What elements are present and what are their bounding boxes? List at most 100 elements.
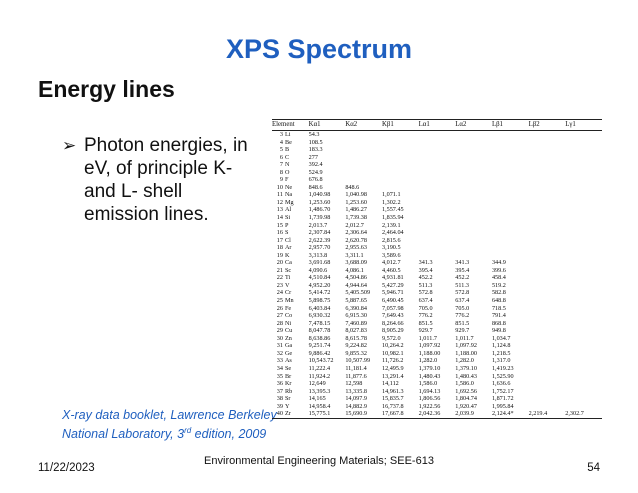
energy-cell — [529, 237, 566, 245]
atomic-number-cell: 4 — [279, 138, 283, 146]
element-symbol-cell: P — [284, 221, 289, 229]
energy-cell — [455, 161, 492, 169]
energy-cell: 1,188.00 — [455, 349, 477, 357]
energy-cell: 1,920.47 — [455, 402, 477, 410]
energy-cell: 1,282.0 — [455, 357, 474, 365]
energy-cell: 848.6 — [308, 183, 323, 191]
energy-cell — [565, 176, 602, 184]
energy-cell — [529, 312, 566, 320]
table-header-row: Element Kα1 Kα2 Kβ1 Lα1 Lα2 Lβ1 Lβ2 Lγ1 — [272, 119, 602, 131]
energy-cell: 4,510.84 — [308, 274, 331, 282]
element-symbol-cell: Cr — [284, 289, 292, 297]
energy-cell: 3,688.09 — [345, 259, 367, 267]
energy-cell — [529, 335, 566, 343]
energy-cell: 277 — [308, 153, 318, 161]
element-symbol-cell: Br — [284, 372, 292, 380]
atomic-number-cell: 24 — [276, 289, 283, 297]
energy-cell — [565, 350, 602, 358]
energy-cell — [565, 191, 602, 199]
energy-cell: 718.5 — [491, 304, 506, 312]
section-heading: Energy lines — [38, 76, 175, 102]
table-row: 30 Zn 8,638.86 8,615.78 9,572.0 1,011.7 1,011.… — [272, 335, 602, 343]
energy-cell: 2,955.63 — [345, 244, 367, 252]
energy-cell: 4,090.6 — [308, 266, 328, 274]
atomic-number-cell: 25 — [276, 297, 283, 305]
energy-cell: 1,302.2 — [381, 198, 401, 206]
energy-cell — [419, 244, 456, 252]
header-element: Element — [272, 119, 309, 131]
energy-cell: 1,557.45 — [381, 206, 404, 214]
energy-cell: 14,165 — [308, 395, 326, 403]
energy-cell: 16,737.8 — [381, 402, 404, 410]
energy-cell — [419, 191, 456, 199]
energy-cell — [529, 357, 566, 365]
energy-cell: 1,486.27 — [345, 206, 367, 214]
energy-cell: 1,739.38 — [345, 214, 367, 222]
energy-cell: 1,480.43 — [455, 372, 477, 380]
energy-cell: 12,649 — [308, 380, 326, 388]
energy-cell — [529, 297, 566, 305]
energy-cell — [529, 131, 566, 139]
energy-cell — [492, 146, 529, 154]
table-row: 21 Sc 4,090.6 4,086.1 4,460.5 395.4 395.4 399.6 — [272, 267, 602, 275]
header-ka2: Kα2 — [345, 119, 382, 131]
atomic-number-cell: 31 — [276, 342, 283, 350]
element-symbol-cell: O — [284, 168, 290, 176]
table-row: 14 Si 1,739.98 1,739.38 1,835.94 — [272, 214, 602, 222]
energy-cell — [565, 305, 602, 313]
energy-cell — [565, 403, 602, 411]
energy-cell — [529, 161, 566, 169]
energy-cell: 1,253.60 — [308, 198, 331, 206]
energy-cell: 6,390.84 — [345, 304, 367, 312]
energy-cell — [419, 131, 456, 139]
energy-cell: 3,313.8 — [308, 251, 328, 259]
energy-cell: 2,464.04 — [381, 229, 404, 237]
energy-cell: 2,957.70 — [308, 244, 331, 252]
source-edition-suffix: rd — [184, 426, 192, 435]
arrow-bullet-icon: ➢ — [62, 136, 77, 155]
energy-cell: 1,752.17 — [491, 387, 514, 395]
element-symbol-cell: Cl — [284, 236, 291, 244]
element-symbol-cell: Zn — [284, 334, 292, 342]
element-symbol-cell: Li — [284, 131, 291, 138]
energy-cell: 13,335.8 — [345, 387, 367, 395]
atomic-number-cell: 7 — [279, 161, 283, 169]
energy-cell: 1,995.84 — [491, 402, 514, 410]
energy-cell — [565, 237, 602, 245]
energy-cell — [565, 244, 602, 252]
energy-cell — [529, 282, 566, 290]
energy-cell: 10,982.1 — [381, 349, 404, 357]
energy-cell: 1,480.43 — [418, 372, 441, 380]
energy-cell — [529, 214, 566, 222]
energy-cell: 1,586.0 — [418, 380, 438, 388]
atomic-number-cell: 8 — [279, 168, 283, 176]
energy-cell: 452.2 — [455, 274, 470, 282]
table-row: 39 Y 14,958.4 14,882.9 16,737.8 1,922.56 1,920… — [272, 403, 602, 411]
energy-cell: 851.5 — [418, 319, 433, 327]
element-symbol-cell: Ga — [284, 342, 293, 350]
energy-cell — [529, 274, 566, 282]
energy-cell: 8,027.83 — [345, 327, 367, 335]
energy-cell: 1,871.72 — [491, 395, 514, 403]
energy-cell: 2,306.64 — [345, 229, 367, 237]
table-row: 33 As 10,543.72 10,507.99 11,726.2 1,282.0 1,2… — [272, 357, 602, 365]
energy-cell: 524.9 — [308, 168, 323, 176]
atomic-number-cell: 23 — [276, 281, 283, 289]
energy-cell — [529, 305, 566, 313]
energy-cell: 949.8 — [491, 327, 506, 335]
emission-lines-table: Element Kα1 Kα2 Kβ1 Lα1 Lα2 Lβ1 Lβ2 Lγ1 … — [272, 119, 602, 419]
energy-cell: 572.8 — [455, 289, 470, 297]
energy-cell — [492, 252, 529, 260]
table-row: 11 Na 1,040.98 1,040.98 1,071.1 — [272, 191, 602, 199]
energy-cell — [455, 146, 492, 154]
energy-cell — [565, 229, 602, 237]
energy-cell: 776.2 — [418, 312, 433, 320]
table-row: 7 N 392.4 — [272, 161, 602, 169]
element-symbol-cell: Be — [284, 138, 292, 146]
energy-cell — [529, 327, 566, 335]
energy-cell: 11,924.2 — [308, 372, 331, 380]
energy-cell: 4,012.7 — [381, 259, 401, 267]
energy-cell: 4,931.81 — [381, 274, 404, 282]
table-row: 34 Se 11,222.4 11,181.4 12,495.9 1,379.10 1,37… — [272, 365, 602, 373]
energy-cell — [565, 146, 602, 154]
